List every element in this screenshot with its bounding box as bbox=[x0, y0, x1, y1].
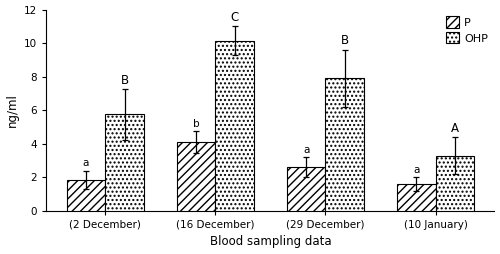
X-axis label: Blood sampling data: Blood sampling data bbox=[210, 235, 331, 248]
Text: B: B bbox=[340, 34, 349, 47]
Text: C: C bbox=[230, 11, 239, 24]
Legend: P, OHP: P, OHP bbox=[442, 12, 492, 48]
Bar bbox=[216, 41, 254, 211]
Bar bbox=[397, 184, 436, 211]
Bar bbox=[67, 180, 106, 211]
Text: a: a bbox=[303, 145, 310, 155]
Y-axis label: ng/ml: ng/ml bbox=[6, 93, 18, 127]
Text: b: b bbox=[193, 119, 200, 129]
Bar bbox=[106, 114, 144, 211]
Bar bbox=[436, 155, 474, 211]
Bar bbox=[177, 142, 216, 211]
Bar bbox=[326, 78, 364, 211]
Bar bbox=[287, 167, 326, 211]
Text: B: B bbox=[120, 74, 128, 87]
Text: a: a bbox=[413, 165, 420, 175]
Text: a: a bbox=[83, 158, 89, 168]
Text: A: A bbox=[451, 121, 459, 135]
